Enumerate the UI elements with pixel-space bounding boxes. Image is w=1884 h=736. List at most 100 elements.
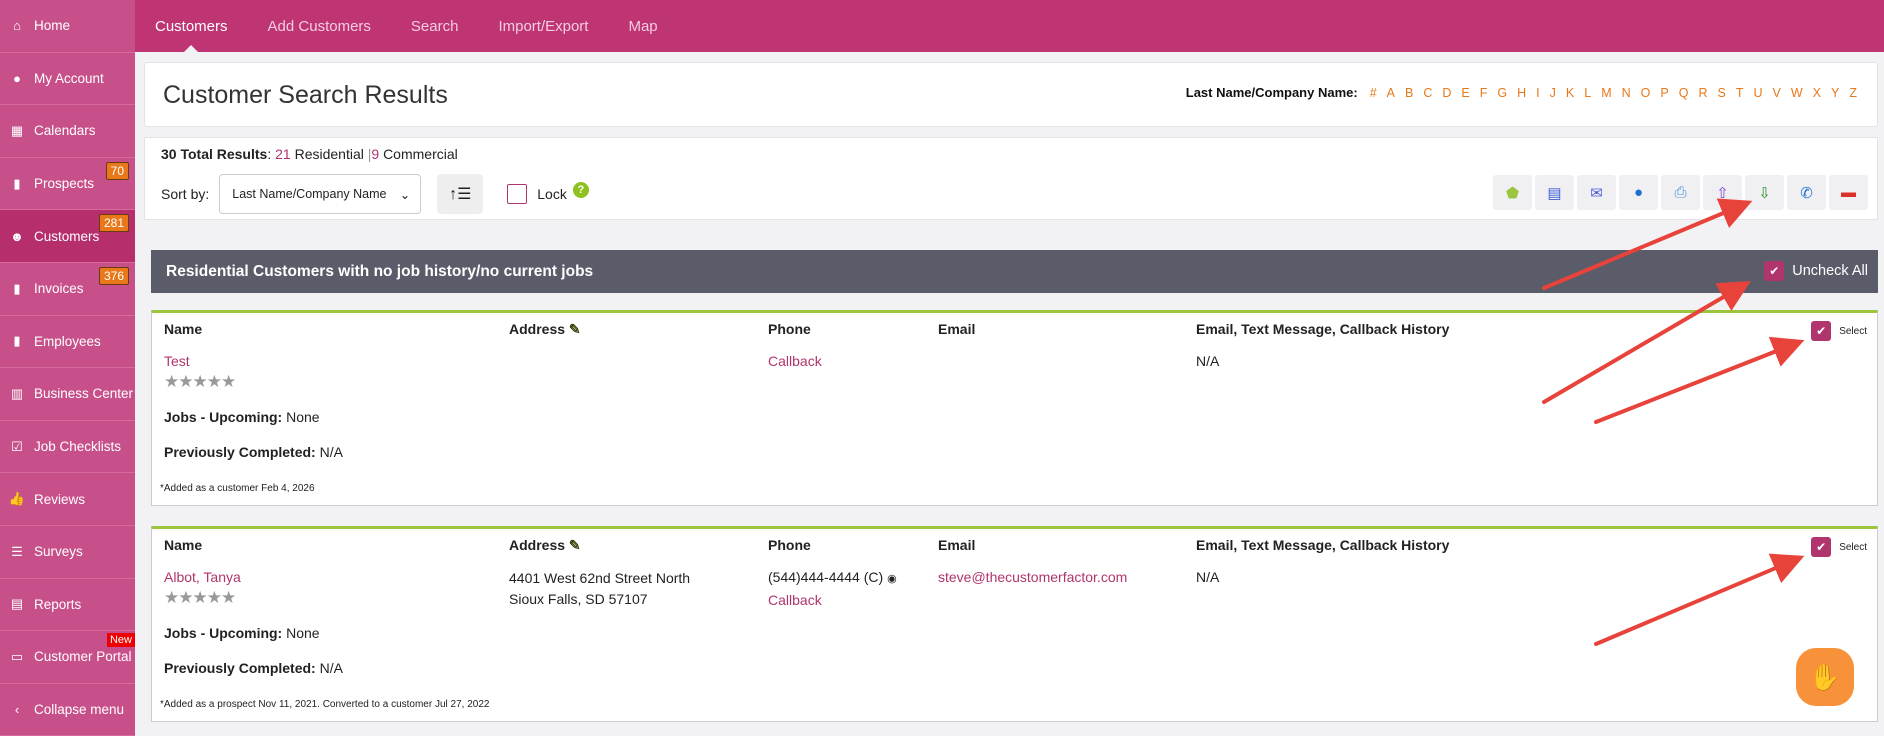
tab-import-export[interactable]: Import/Export [498, 17, 589, 35]
uncheck-all-label: Uncheck All [1792, 263, 1868, 279]
history-header: Email, Text Message, Callback History [1196, 321, 1450, 337]
calendar-icon: ▦ [10, 122, 24, 138]
letter-filter-link[interactable]: P [1660, 85, 1669, 100]
trash-button[interactable]: ▬ [1829, 175, 1868, 210]
customer-name-link[interactable]: Albot, Tanya [164, 569, 241, 585]
laptop-icon: ▭ [10, 648, 24, 664]
comment-button[interactable]: ● [1619, 175, 1658, 210]
letter-filter-link[interactable]: R [1698, 85, 1708, 100]
phone-header: Phone [768, 321, 811, 337]
sidebar-item-prospects[interactable]: ▮ Prospects 70 [0, 157, 135, 211]
customer-name-link[interactable]: Test [164, 353, 190, 369]
tag-icon: ⬟ [1505, 184, 1520, 202]
upload-button[interactable]: ⇧ [1703, 175, 1742, 210]
sidebar-item-reviews[interactable]: 👍 Reviews [0, 473, 135, 526]
sidebar-item-business-center[interactable]: ▥ Business Center [0, 368, 135, 421]
letter-filter-link[interactable]: Z [1849, 85, 1857, 100]
uncheck-all-checkbox[interactable]: ✔ [1764, 261, 1785, 281]
users-icon: ☻ [10, 228, 24, 244]
letter-filter-link[interactable]: C [1423, 85, 1433, 100]
letter-filter-link[interactable]: Q [1678, 85, 1689, 100]
sidebar-item-reports[interactable]: ▤ Reports [0, 578, 135, 632]
tag-button[interactable]: ⬟ [1493, 175, 1532, 210]
pencil-icon[interactable]: ✎ [568, 321, 581, 337]
select-checkbox[interactable]: ✔ [1811, 321, 1832, 341]
letter-filter-link[interactable]: G [1497, 85, 1508, 100]
sidebar-item-invoices[interactable]: ▮ Invoices 376 [0, 262, 135, 316]
download-button[interactable]: ⇩ [1745, 175, 1784, 210]
sidebar-item-label: Invoices [34, 281, 84, 297]
sidebar-item-job-checklists[interactable]: ☑ Job Checklists [0, 420, 135, 474]
letter-filter-link[interactable]: B [1405, 85, 1414, 100]
count-badge: 376 [98, 266, 129, 285]
lock-checkbox[interactable] [507, 184, 528, 204]
sidebar-item-label: Customer Portal [34, 649, 132, 665]
letter-filter-link[interactable]: T [1735, 85, 1744, 100]
home-icon: ⌂ [13, 18, 21, 34]
envelope-button[interactable]: ✉ [1577, 175, 1616, 210]
letter-filter-link[interactable]: V [1772, 85, 1781, 100]
pencil-icon[interactable]: ✎ [568, 537, 581, 553]
sidebar-item-label: Business Center [34, 386, 134, 402]
sidebar-item-customers[interactable]: ☻ Customers 281 [0, 210, 135, 263]
letter-filter-link[interactable]: S [1717, 85, 1726, 100]
help-icon[interactable]: ? [572, 182, 589, 198]
letter-filter-link[interactable]: J [1549, 85, 1556, 100]
tab-add-customers[interactable]: Add Customers [267, 17, 371, 35]
callback-link[interactable]: Callback [768, 353, 822, 369]
phone-button[interactable]: ✆ [1787, 175, 1826, 210]
file-icon: ▮ [13, 280, 21, 296]
email-link[interactable]: steve@thecustomerfactor.com [938, 569, 1128, 585]
sidebar-item-employees[interactable]: ▮ Employees [0, 315, 135, 369]
letter-filter-link[interactable]: E [1461, 85, 1470, 100]
tab-search[interactable]: Search [410, 17, 459, 35]
letter-filter-link[interactable]: L [1584, 85, 1592, 100]
sidebar-item-customer-portal[interactable]: ▭ Customer Portal New [0, 631, 135, 684]
residential-count-link[interactable]: 21 [275, 146, 291, 162]
sidebar-item-surveys[interactable]: ☰ Surveys [0, 525, 135, 579]
sort-select[interactable]: Last Name/Company Name ⌄ [219, 174, 422, 214]
sort-order-button[interactable]: ↑☰ [437, 174, 484, 214]
letter-filter-link[interactable]: D [1442, 85, 1452, 100]
added-note: *Added as a customer Feb 4, 2026 [160, 483, 315, 494]
letter-filter-link[interactable]: Y [1831, 85, 1840, 100]
new-badge: New [106, 633, 135, 648]
letter-filter-link[interactable]: # [1369, 85, 1377, 100]
page-title: Customer Search Results [163, 81, 448, 109]
sidebar-item-label: My Account [34, 70, 104, 86]
chevron-down-icon: ⌄ [399, 187, 411, 202]
upload-icon: ⇧ [1716, 184, 1729, 202]
print-button[interactable]: ⎙ [1661, 175, 1700, 210]
callback-link[interactable]: Callback [768, 592, 822, 608]
commercial-count-link[interactable]: 9 [371, 146, 380, 162]
letter-filter-link[interactable]: X [1812, 85, 1822, 100]
letter-filter-link[interactable]: U [1753, 85, 1763, 100]
address-header: Address ✎ [509, 537, 581, 553]
sort-label: Sort by: [161, 186, 210, 202]
clipboard-button[interactable]: ▤ [1535, 175, 1574, 210]
count-badge: 281 [98, 214, 129, 233]
sidebar-item-label: Reports [34, 596, 82, 612]
sidebar-item-collapse-menu[interactable]: ‹ Collapse menu [0, 683, 135, 736]
sidebar-item-my-account[interactable]: ● My Account [0, 52, 135, 106]
tab-customers[interactable]: Customers [155, 17, 228, 52]
help-chat-button[interactable]: ✋ [1796, 648, 1854, 706]
star-rating[interactable]: ★★★★★ [164, 588, 236, 607]
letter-filter-link[interactable]: N [1621, 85, 1631, 100]
letter-filter-link[interactable]: M [1601, 85, 1612, 100]
letter-filter-link[interactable]: K [1565, 85, 1575, 100]
letter-filter-link[interactable]: W [1790, 85, 1803, 100]
phone-action-icon[interactable]: ◉ [887, 573, 897, 585]
select-checkbox[interactable]: ✔ [1811, 537, 1832, 557]
sidebar-item-home[interactable]: ⌂ Home [0, 0, 135, 53]
letter-filter-link[interactable]: A [1386, 85, 1396, 100]
sidebar-item-label: Reviews [34, 491, 86, 507]
letter-filter-link[interactable]: F [1479, 85, 1488, 100]
address-line-1: 4401 West 62nd Street North [509, 570, 691, 586]
tab-map[interactable]: Map [628, 17, 658, 35]
letter-filter-link[interactable]: H [1517, 85, 1527, 100]
letter-filter-link[interactable]: O [1640, 85, 1651, 100]
sidebar-item-calendars[interactable]: ▦ Calendars [0, 105, 135, 158]
star-rating[interactable]: ★★★★★ [164, 372, 236, 391]
letter-filter-link[interactable]: I [1536, 85, 1540, 100]
